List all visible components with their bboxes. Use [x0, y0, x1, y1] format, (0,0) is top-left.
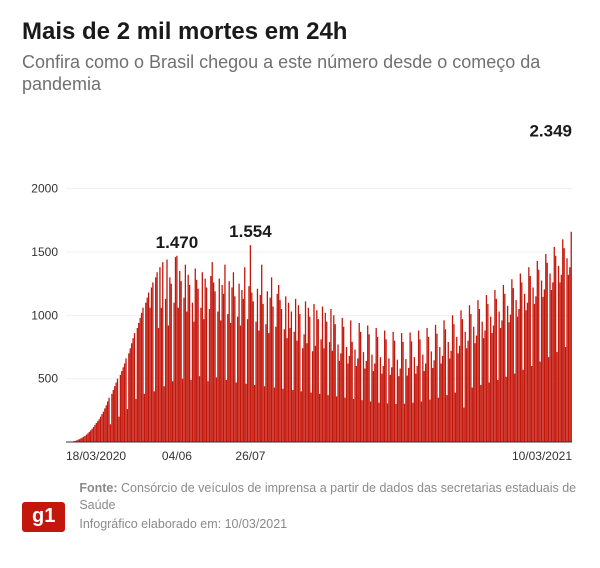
svg-text:26/07: 26/07: [235, 449, 265, 463]
svg-text:1.470: 1.470: [156, 233, 199, 252]
svg-text:1500: 1500: [31, 245, 58, 259]
svg-text:10/03/2021: 10/03/2021: [512, 449, 572, 463]
svg-text:18/03/2020: 18/03/2020: [66, 449, 126, 463]
chart-svg: 500 1000 1500 2000 18/03/2020 04/06 26/07 10/03…: [22, 110, 578, 470]
infographic-container: Mais de 2 mil mortes em 24h Confira como…: [0, 0, 600, 544]
svg-text:1000: 1000: [31, 308, 58, 322]
chart-title: Mais de 2 mil mortes em 24h: [22, 18, 578, 47]
chart-credits: Fonte: Consórcio de veículos de imprensa…: [79, 480, 578, 533]
chart-subtitle: Confira como o Brasil chegou a este núme…: [22, 51, 578, 96]
svg-text:1.554: 1.554: [229, 222, 272, 241]
svg-text:500: 500: [38, 371, 58, 385]
credit-text: Infográfico elaborado em: 10/03/2021: [79, 516, 578, 533]
chart-footer: g1 Fonte: Consórcio de veículos de impre…: [22, 480, 578, 533]
fonte-label: Fonte:: [79, 481, 117, 495]
bar-chart: 500 1000 1500 2000 18/03/2020 04/06 26/07 10/03…: [22, 110, 578, 470]
g1-logo: g1: [22, 502, 65, 532]
svg-text:2000: 2000: [31, 181, 58, 195]
svg-text:2.349: 2.349: [529, 121, 572, 140]
fonte-text: Consórcio de veículos de imprensa a part…: [79, 481, 576, 512]
svg-text:04/06: 04/06: [162, 449, 192, 463]
